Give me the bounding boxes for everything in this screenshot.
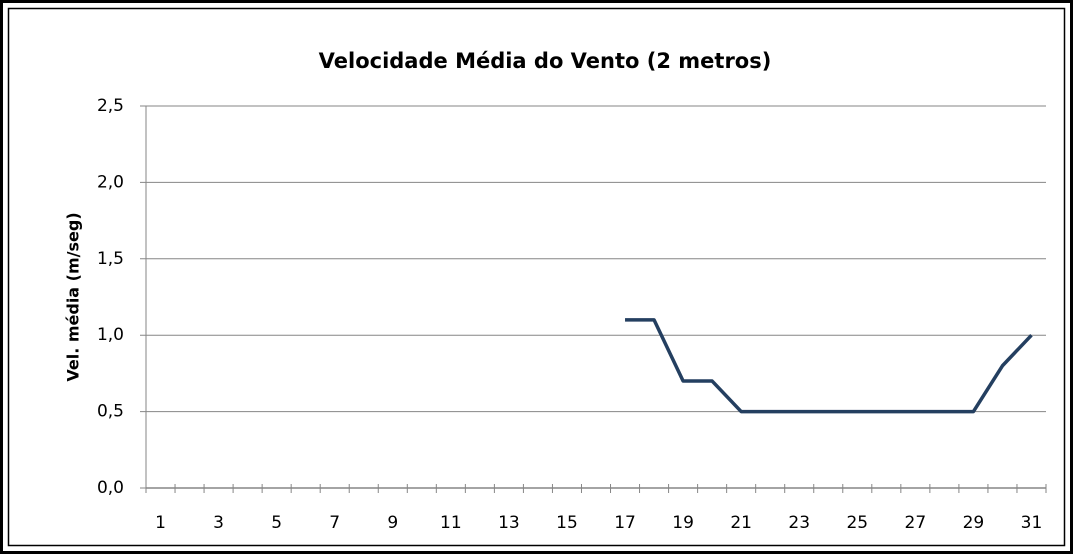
x-tick-label: 21 <box>730 513 752 533</box>
y-tick-label: 2,0 <box>97 172 124 192</box>
chart-title: Velocidade Média do Vento (2 metros) <box>319 49 772 73</box>
x-tick-label: 29 <box>963 513 985 533</box>
inner-frame <box>7 7 1066 547</box>
x-tick-label: 9 <box>387 513 398 533</box>
y-axis-label: Vel. média (m/seg) <box>64 212 83 381</box>
x-tick-label: 1 <box>155 513 166 533</box>
data-line <box>625 318 1033 414</box>
x-tick-label: 3 <box>213 513 224 533</box>
x-tick-label: 13 <box>498 513 520 533</box>
x-tick-label: 27 <box>905 513 927 533</box>
y-tick-label: 0,0 <box>97 478 124 498</box>
x-tick-label: 5 <box>271 513 282 533</box>
x-tick-label: 7 <box>329 513 340 533</box>
y-tick-label: 0,5 <box>97 402 124 422</box>
y-tick-label: 2,5 <box>97 96 124 116</box>
x-tick-label: 23 <box>788 513 810 533</box>
x-tick-label: 15 <box>556 513 578 533</box>
y-tick-label: 1,0 <box>97 325 124 345</box>
y-tick-label: 1,5 <box>97 249 124 269</box>
x-tick-label: 11 <box>440 513 462 533</box>
x-tick-label: 31 <box>1021 513 1043 533</box>
x-tick-label: 17 <box>614 513 636 533</box>
x-tick-label: 19 <box>672 513 694 533</box>
x-tick-label: 25 <box>846 513 868 533</box>
